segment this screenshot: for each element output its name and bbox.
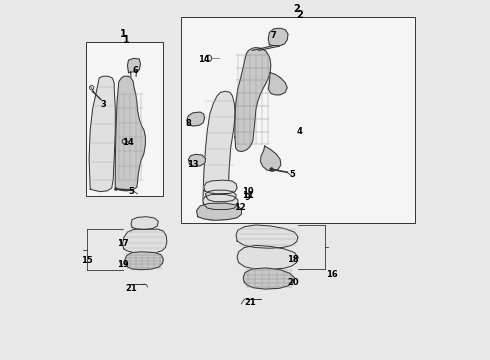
Polygon shape	[206, 190, 236, 202]
Text: 6: 6	[132, 66, 138, 75]
Text: 2: 2	[296, 10, 303, 20]
Polygon shape	[269, 73, 287, 95]
Polygon shape	[203, 194, 238, 210]
Text: 21: 21	[125, 284, 137, 293]
Text: 2: 2	[294, 4, 300, 14]
Polygon shape	[131, 217, 158, 230]
Text: 11: 11	[243, 191, 254, 200]
Text: 14: 14	[122, 138, 134, 147]
Text: 14: 14	[197, 54, 209, 63]
Circle shape	[270, 168, 273, 171]
Polygon shape	[125, 252, 163, 270]
Polygon shape	[260, 146, 281, 171]
Text: 5: 5	[128, 187, 134, 196]
Polygon shape	[122, 229, 167, 253]
Polygon shape	[89, 76, 115, 192]
Text: 12: 12	[234, 203, 245, 212]
Text: 8: 8	[186, 119, 192, 128]
Polygon shape	[269, 28, 288, 46]
Text: 13: 13	[187, 159, 198, 168]
Text: 9: 9	[245, 193, 251, 202]
Polygon shape	[203, 91, 235, 220]
Polygon shape	[235, 48, 271, 152]
Polygon shape	[237, 246, 298, 269]
Text: 1: 1	[120, 28, 126, 39]
Text: 20: 20	[287, 278, 299, 287]
Text: 1: 1	[122, 35, 129, 45]
Polygon shape	[243, 268, 294, 289]
Text: 4: 4	[297, 127, 303, 136]
Polygon shape	[196, 203, 242, 220]
Text: 3: 3	[101, 100, 107, 109]
Polygon shape	[187, 112, 204, 126]
Text: 19: 19	[117, 260, 128, 269]
Text: 5: 5	[290, 170, 295, 179]
Text: 7: 7	[270, 31, 276, 40]
Polygon shape	[204, 180, 237, 194]
Polygon shape	[127, 58, 140, 73]
Text: 21: 21	[245, 298, 256, 307]
Text: 10: 10	[243, 187, 254, 196]
Text: 15: 15	[81, 256, 93, 265]
Bar	[86, 42, 163, 196]
Polygon shape	[115, 76, 146, 191]
Text: 16: 16	[326, 270, 338, 279]
Text: 18: 18	[287, 255, 299, 264]
Circle shape	[115, 188, 118, 190]
Polygon shape	[236, 225, 298, 248]
Polygon shape	[188, 154, 206, 167]
Text: 17: 17	[117, 239, 128, 248]
Bar	[180, 17, 415, 223]
